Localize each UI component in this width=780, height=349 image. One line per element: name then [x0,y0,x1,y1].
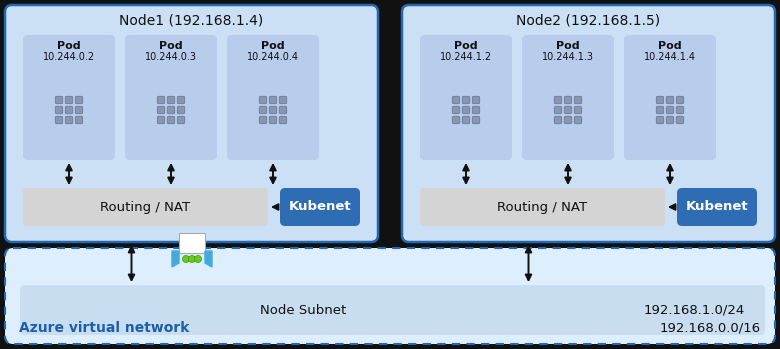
Text: Azure virtual network: Azure virtual network [19,321,190,335]
Text: 10.244.0.4: 10.244.0.4 [247,52,299,62]
FancyBboxPatch shape [66,96,73,104]
Circle shape [194,255,201,262]
Text: Kubenet: Kubenet [289,200,351,214]
Text: Node Subnet: Node Subnet [260,304,346,317]
Circle shape [189,255,196,262]
Text: Routing / NAT: Routing / NAT [498,200,587,214]
FancyBboxPatch shape [676,116,684,124]
Polygon shape [205,251,212,267]
FancyBboxPatch shape [280,188,360,226]
FancyBboxPatch shape [259,106,267,114]
FancyBboxPatch shape [574,116,582,124]
Text: 10.244.1.2: 10.244.1.2 [440,52,492,62]
FancyBboxPatch shape [452,116,459,124]
FancyBboxPatch shape [75,116,83,124]
FancyBboxPatch shape [75,96,83,104]
FancyBboxPatch shape [158,106,165,114]
FancyBboxPatch shape [656,96,664,104]
Text: 10.244.0.3: 10.244.0.3 [145,52,197,62]
FancyBboxPatch shape [167,106,175,114]
FancyBboxPatch shape [269,106,277,114]
Text: 10.244.1.3: 10.244.1.3 [542,52,594,62]
FancyBboxPatch shape [522,35,614,160]
FancyBboxPatch shape [463,96,470,104]
FancyBboxPatch shape [5,5,378,242]
Bar [179,233,205,253]
FancyBboxPatch shape [463,106,470,114]
FancyBboxPatch shape [656,106,664,114]
FancyBboxPatch shape [420,188,665,226]
FancyBboxPatch shape [259,96,267,104]
FancyBboxPatch shape [23,35,115,160]
FancyBboxPatch shape [677,188,757,226]
Text: 10.244.1.4: 10.244.1.4 [644,52,696,62]
FancyBboxPatch shape [656,116,664,124]
FancyBboxPatch shape [555,96,562,104]
FancyBboxPatch shape [676,106,684,114]
Text: Pod: Pod [658,41,682,51]
FancyBboxPatch shape [167,96,175,104]
FancyBboxPatch shape [177,106,185,114]
FancyBboxPatch shape [452,106,459,114]
Text: Node2 (192.168.1.5): Node2 (192.168.1.5) [516,14,661,28]
Text: 10.244.0.2: 10.244.0.2 [43,52,95,62]
FancyBboxPatch shape [472,96,480,104]
Text: Pod: Pod [556,41,580,51]
FancyBboxPatch shape [279,116,287,124]
FancyBboxPatch shape [279,96,287,104]
FancyBboxPatch shape [158,96,165,104]
FancyBboxPatch shape [564,96,572,104]
FancyBboxPatch shape [402,5,775,242]
FancyBboxPatch shape [55,116,62,124]
FancyBboxPatch shape [177,96,185,104]
FancyBboxPatch shape [574,96,582,104]
Text: 192.168.0.0/16: 192.168.0.0/16 [660,321,761,334]
FancyBboxPatch shape [23,188,268,226]
FancyBboxPatch shape [5,248,775,344]
Text: Pod: Pod [261,41,285,51]
FancyBboxPatch shape [259,116,267,124]
FancyBboxPatch shape [66,106,73,114]
FancyBboxPatch shape [66,116,73,124]
FancyBboxPatch shape [420,35,512,160]
FancyBboxPatch shape [269,96,277,104]
Text: 192.168.1.0/24: 192.168.1.0/24 [644,304,745,317]
FancyBboxPatch shape [472,116,480,124]
FancyBboxPatch shape [177,116,185,124]
FancyBboxPatch shape [279,106,287,114]
Text: Kubenet: Kubenet [686,200,748,214]
FancyBboxPatch shape [55,96,62,104]
Polygon shape [172,251,179,267]
FancyBboxPatch shape [472,106,480,114]
FancyBboxPatch shape [463,116,470,124]
FancyBboxPatch shape [158,116,165,124]
FancyBboxPatch shape [555,106,562,114]
FancyBboxPatch shape [624,35,716,160]
FancyBboxPatch shape [574,106,582,114]
FancyBboxPatch shape [676,96,684,104]
Text: Pod: Pod [159,41,183,51]
FancyBboxPatch shape [269,116,277,124]
Text: Node1 (192.168.1.4): Node1 (192.168.1.4) [119,14,264,28]
FancyBboxPatch shape [666,106,674,114]
FancyBboxPatch shape [666,116,674,124]
FancyBboxPatch shape [20,285,765,335]
FancyBboxPatch shape [55,106,62,114]
FancyBboxPatch shape [167,116,175,124]
FancyBboxPatch shape [666,96,674,104]
FancyBboxPatch shape [452,96,459,104]
FancyBboxPatch shape [125,35,217,160]
FancyBboxPatch shape [555,116,562,124]
Circle shape [183,255,190,262]
Text: Pod: Pod [57,41,81,51]
FancyBboxPatch shape [227,35,319,160]
FancyBboxPatch shape [75,106,83,114]
Text: Routing / NAT: Routing / NAT [101,200,190,214]
FancyBboxPatch shape [564,116,572,124]
Text: Pod: Pod [454,41,478,51]
FancyBboxPatch shape [564,106,572,114]
